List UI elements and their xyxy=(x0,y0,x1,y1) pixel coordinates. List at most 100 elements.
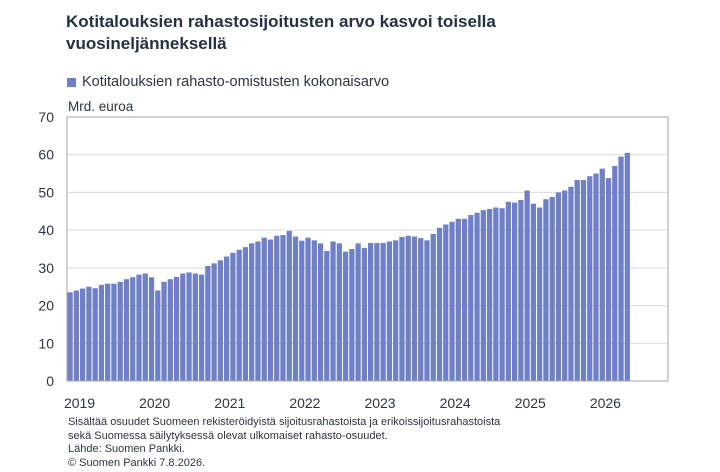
bar-2022-07 xyxy=(330,241,336,381)
bar-2022-03 xyxy=(305,237,311,381)
bar-2025-11 xyxy=(580,179,587,381)
bar-2023-09 xyxy=(418,238,424,381)
bar-2026-02 xyxy=(599,168,605,381)
bar-2025-02 xyxy=(524,190,530,381)
bar-2022-05 xyxy=(317,243,324,381)
bar-2022-08 xyxy=(336,243,342,381)
bar-2020-12 xyxy=(211,263,217,381)
footer: Sisältää osuudet Suomeen rekisteröidyist… xyxy=(68,416,500,470)
bar-2020-06 xyxy=(173,276,180,381)
bar-2025-09 xyxy=(568,186,574,381)
y-tick-label-40: 40 xyxy=(38,222,54,238)
chart-title: Kotitalouksien rahastosijoitusten arvo k… xyxy=(66,12,496,53)
bar-2022-01 xyxy=(292,236,299,381)
bar-2024-04 xyxy=(461,218,468,381)
bar-2021-01 xyxy=(217,260,224,381)
bar-2023-01 xyxy=(368,242,374,381)
plot-area xyxy=(67,117,668,381)
bar-2019-06 xyxy=(98,284,105,381)
y-tick-label-60: 60 xyxy=(38,147,54,163)
bar-2023-05 xyxy=(393,240,399,381)
bar-2023-04 xyxy=(386,241,393,381)
bar-2019-08 xyxy=(111,283,117,381)
bar-2026-05 xyxy=(618,156,624,381)
bar-2024-05 xyxy=(468,215,474,381)
bar-2022-06 xyxy=(324,250,330,381)
bar-2020-09 xyxy=(192,273,198,381)
bar-2023-11 xyxy=(430,233,436,381)
y-tick-label-30: 30 xyxy=(38,260,54,276)
bar-2022-09 xyxy=(342,251,349,381)
bar-2020-07 xyxy=(180,273,186,381)
bar-2020-02 xyxy=(148,277,155,381)
bar-2019-12 xyxy=(136,274,142,381)
x-tick-label-2024: 2024 xyxy=(440,395,471,411)
bar-2022-11 xyxy=(355,243,361,381)
bar-2025-12 xyxy=(587,176,593,381)
bar-2019-01 xyxy=(67,292,73,381)
x-tick-label-2020: 2020 xyxy=(139,395,170,411)
bar-2019-02 xyxy=(73,290,80,381)
bar-2024-10 xyxy=(499,208,505,381)
bar-2023-03 xyxy=(380,242,386,381)
footer-source: Lähde: Suomen Pankki. xyxy=(68,443,185,455)
footer-note-line-1: Sisältää osuudet Suomeen rekisteröidyist… xyxy=(68,416,501,428)
bar-2019-05 xyxy=(92,288,98,381)
x-tick-label-2019: 2019 xyxy=(64,395,95,411)
bar-2021-07 xyxy=(255,241,261,381)
bar-2025-07 xyxy=(555,192,562,381)
footer-copyright: © Suomen Pankki 7.8.2026. xyxy=(68,456,206,469)
bar-2024-07 xyxy=(480,210,486,381)
bar-2021-03 xyxy=(230,252,236,381)
bar-2020-04 xyxy=(161,281,167,381)
x-tick-label-2022: 2022 xyxy=(289,395,320,411)
bar-2025-10 xyxy=(574,179,580,381)
bar-2023-06 xyxy=(399,236,405,381)
bar-2024-06 xyxy=(474,212,480,381)
bar-2021-10 xyxy=(274,235,280,381)
x-tick-label-2025: 2025 xyxy=(515,395,546,411)
bar-2019-03 xyxy=(80,288,86,381)
bar-2024-09 xyxy=(493,207,499,381)
bar-2021-12 xyxy=(286,230,292,381)
bar-2024-03 xyxy=(455,218,461,381)
bar-2023-08 xyxy=(411,236,418,381)
bar-2024-08 xyxy=(486,209,493,381)
plot-border xyxy=(66,116,669,382)
y-tick-label-10: 10 xyxy=(38,335,54,351)
y-tick-label-0: 0 xyxy=(46,373,54,389)
bar-2025-04 xyxy=(537,207,543,381)
bar-2023-02 xyxy=(374,242,380,381)
bar-2026-03 xyxy=(605,178,612,381)
bar-2021-11 xyxy=(280,235,286,381)
bar-2020-03 xyxy=(155,290,161,381)
legend: Kotitalouksien rahasto-omistusten kokona… xyxy=(67,73,389,91)
y-tick-label-70: 70 xyxy=(38,109,54,125)
x-tick-label-2021: 2021 xyxy=(214,395,245,411)
legend-swatch xyxy=(67,77,76,87)
x-tick-label-2026: 2026 xyxy=(590,395,621,411)
bar-2019-10 xyxy=(123,279,130,381)
bar-2020-01 xyxy=(142,273,148,381)
bar-2026-04 xyxy=(612,166,618,381)
bar-2019-11 xyxy=(130,277,136,381)
bar-2025-01 xyxy=(518,199,524,381)
x-tick-label-2023: 2023 xyxy=(364,395,395,411)
y-axis-label: Mrd. euroa xyxy=(68,99,134,114)
bar-2019-07 xyxy=(105,283,111,381)
bar-2021-05 xyxy=(242,247,249,381)
bar-2025-05 xyxy=(543,199,549,381)
bar-2020-05 xyxy=(167,279,173,381)
bar-2024-02 xyxy=(449,221,455,381)
bar-2021-09 xyxy=(267,239,274,381)
bar-2026-01 xyxy=(593,173,599,381)
bar-2020-08 xyxy=(186,272,192,381)
bar-2024-11 xyxy=(505,201,511,381)
bar-2022-12 xyxy=(361,247,367,381)
bar-2020-11 xyxy=(205,265,211,381)
bar-2021-06 xyxy=(249,243,255,381)
legend-label: Kotitalouksien rahasto-omistusten kokona… xyxy=(82,74,390,90)
bar-2022-02 xyxy=(299,240,305,381)
bar-2023-12 xyxy=(436,227,443,381)
